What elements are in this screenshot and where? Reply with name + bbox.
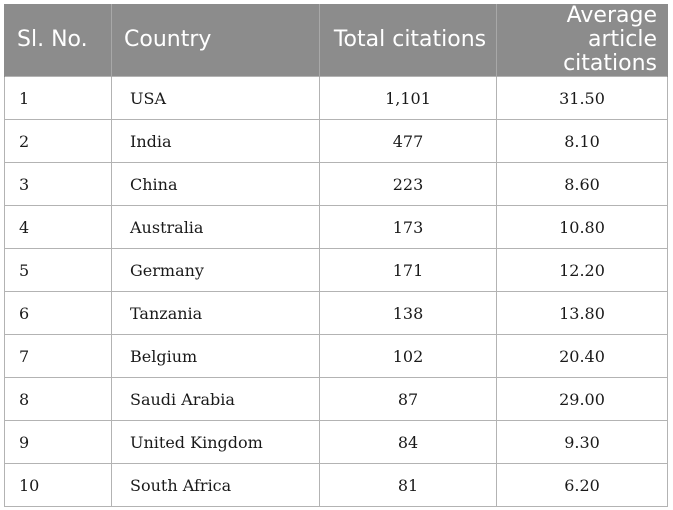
cell-total-citations: 477 (319, 119, 497, 163)
cell-total-citations: 84 (319, 420, 497, 464)
cell-total-citations: 1,101 (319, 76, 497, 120)
table-row: 4 Australia 173 10.80 (4, 205, 668, 249)
cell-sl-no: 7 (4, 334, 112, 378)
cell-total-citations: 173 (319, 205, 497, 249)
cell-total-citations: 81 (319, 463, 497, 507)
cell-average-citations: 31.50 (496, 76, 668, 120)
cell-total-citations: 87 (319, 377, 497, 421)
cell-sl-no: 3 (4, 162, 112, 206)
cell-average-citations: 8.60 (496, 162, 668, 206)
table-row: 6 Tanzania 138 13.80 (4, 291, 668, 335)
cell-total-citations: 223 (319, 162, 497, 206)
table-header: Sl. No. Country Total citations Average … (4, 4, 668, 77)
cell-sl-no: 10 (4, 463, 112, 507)
table-row: 3 China 223 8.60 (4, 162, 668, 206)
cell-total-citations: 171 (319, 248, 497, 292)
cell-country: Australia (111, 205, 320, 249)
cell-average-citations: 13.80 (496, 291, 668, 335)
cell-sl-no: 4 (4, 205, 112, 249)
cell-country: Saudi Arabia (111, 377, 320, 421)
cell-average-citations: 6.20 (496, 463, 668, 507)
cell-average-citations: 9.30 (496, 420, 668, 464)
header-total-citations: Total citations (319, 4, 497, 77)
cell-country: USA (111, 76, 320, 120)
table-row: 7 Belgium 102 20.40 (4, 334, 668, 378)
citations-table-container: Sl. No. Country Total citations Average … (4, 4, 668, 507)
cell-country: South Africa (111, 463, 320, 507)
table-row: 10 South Africa 81 6.20 (4, 463, 668, 507)
table-row: 9 United Kingdom 84 9.30 (4, 420, 668, 464)
cell-country: Belgium (111, 334, 320, 378)
cell-sl-no: 2 (4, 119, 112, 163)
cell-total-citations: 102 (319, 334, 497, 378)
header-row: Sl. No. Country Total citations Average … (4, 4, 668, 77)
header-average-article-citations: Average article citations (496, 4, 668, 77)
cell-average-citations: 20.40 (496, 334, 668, 378)
cell-sl-no: 8 (4, 377, 112, 421)
cell-average-citations: 10.80 (496, 205, 668, 249)
cell-average-citations: 29.00 (496, 377, 668, 421)
table-row: 8 Saudi Arabia 87 29.00 (4, 377, 668, 421)
cell-total-citations: 138 (319, 291, 497, 335)
cell-country: China (111, 162, 320, 206)
table-row: 1 USA 1,101 31.50 (4, 76, 668, 120)
header-country: Country (111, 4, 320, 77)
cell-country: India (111, 119, 320, 163)
cell-sl-no: 6 (4, 291, 112, 335)
cell-country: Tanzania (111, 291, 320, 335)
cell-average-citations: 8.10 (496, 119, 668, 163)
cell-average-citations: 12.20 (496, 248, 668, 292)
header-sl-no: Sl. No. (4, 4, 112, 77)
country-citations-table: Sl. No. Country Total citations Average … (4, 4, 668, 507)
table-row: 2 India 477 8.10 (4, 119, 668, 163)
cell-country: United Kingdom (111, 420, 320, 464)
cell-sl-no: 5 (4, 248, 112, 292)
cell-sl-no: 1 (4, 76, 112, 120)
cell-sl-no: 9 (4, 420, 112, 464)
cell-country: Germany (111, 248, 320, 292)
table-row: 5 Germany 171 12.20 (4, 248, 668, 292)
table-body: 1 USA 1,101 31.50 2 India 477 8.10 3 China 223 8.60… (4, 76, 668, 507)
